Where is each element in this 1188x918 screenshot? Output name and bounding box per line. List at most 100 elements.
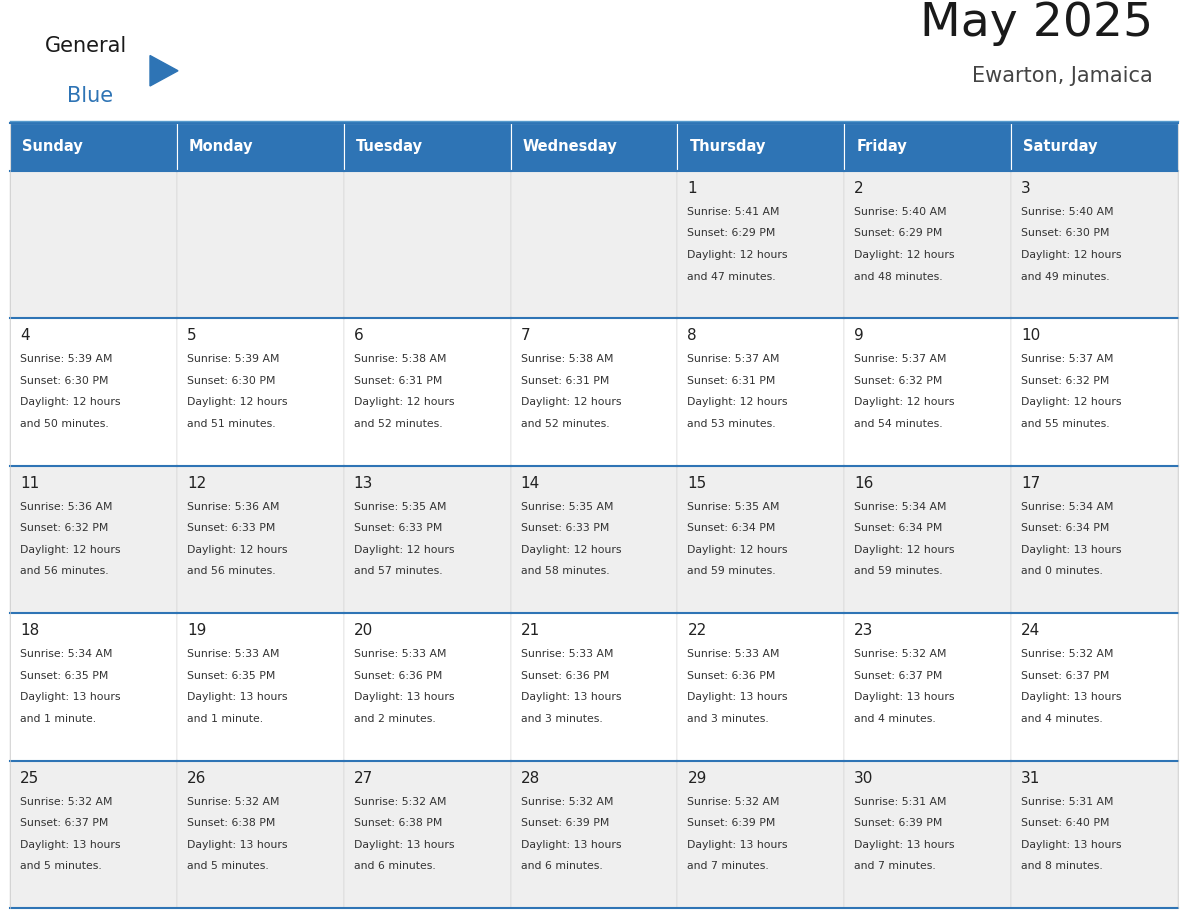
Text: Sunrise: 5:36 AM: Sunrise: 5:36 AM	[187, 502, 279, 512]
Text: Sunrise: 5:37 AM: Sunrise: 5:37 AM	[688, 354, 781, 364]
Bar	[10, 465, 177, 613]
Text: Sunset: 6:30 PM: Sunset: 6:30 PM	[20, 375, 108, 386]
Text: 29: 29	[688, 770, 707, 786]
Text: Sunset: 6:36 PM: Sunset: 6:36 PM	[688, 671, 776, 681]
Text: and 1 minute.: and 1 minute.	[20, 713, 96, 723]
Text: Daylight: 13 hours: Daylight: 13 hours	[1022, 544, 1121, 554]
Text: 2: 2	[854, 181, 864, 196]
Bar	[845, 123, 1011, 171]
Bar	[677, 319, 845, 465]
Text: Sunrise: 5:40 AM: Sunrise: 5:40 AM	[854, 207, 947, 217]
Bar	[343, 761, 511, 908]
Text: 31: 31	[1022, 770, 1041, 786]
Bar	[10, 613, 177, 761]
Text: 14: 14	[520, 476, 539, 491]
Text: and 8 minutes.: and 8 minutes.	[1022, 861, 1102, 871]
Bar	[677, 171, 845, 319]
Bar	[1011, 123, 1178, 171]
Text: Sunrise: 5:35 AM: Sunrise: 5:35 AM	[354, 502, 447, 512]
Bar	[177, 123, 343, 171]
Text: Sunrise: 5:34 AM: Sunrise: 5:34 AM	[20, 649, 113, 659]
Bar	[343, 613, 511, 761]
Bar	[177, 613, 343, 761]
Text: 11: 11	[20, 476, 39, 491]
Text: Daylight: 13 hours: Daylight: 13 hours	[1022, 692, 1121, 702]
Text: and 59 minutes.: and 59 minutes.	[854, 566, 943, 577]
Text: 24: 24	[1022, 623, 1041, 638]
Text: Sunrise: 5:33 AM: Sunrise: 5:33 AM	[187, 649, 279, 659]
Text: Sunrise: 5:41 AM: Sunrise: 5:41 AM	[688, 207, 781, 217]
Text: and 58 minutes.: and 58 minutes.	[520, 566, 609, 577]
Bar	[677, 123, 845, 171]
Bar	[343, 319, 511, 465]
Text: 16: 16	[854, 476, 873, 491]
Text: Daylight: 12 hours: Daylight: 12 hours	[688, 397, 788, 408]
Text: and 5 minutes.: and 5 minutes.	[187, 861, 268, 871]
Text: Daylight: 12 hours: Daylight: 12 hours	[1022, 397, 1121, 408]
Text: Sunset: 6:33 PM: Sunset: 6:33 PM	[187, 523, 276, 533]
Text: Sunrise: 5:38 AM: Sunrise: 5:38 AM	[520, 354, 613, 364]
Text: and 3 minutes.: and 3 minutes.	[688, 713, 769, 723]
Text: and 47 minutes.: and 47 minutes.	[688, 272, 776, 282]
Text: Sunrise: 5:36 AM: Sunrise: 5:36 AM	[20, 502, 113, 512]
Text: Sunrise: 5:38 AM: Sunrise: 5:38 AM	[354, 354, 447, 364]
Text: Sunset: 6:35 PM: Sunset: 6:35 PM	[187, 671, 276, 681]
Text: and 4 minutes.: and 4 minutes.	[1022, 713, 1102, 723]
Text: Thursday: Thursday	[689, 140, 766, 154]
Text: Sunday: Sunday	[23, 140, 83, 154]
Bar	[10, 319, 177, 465]
Text: Sunrise: 5:37 AM: Sunrise: 5:37 AM	[854, 354, 947, 364]
Text: 26: 26	[187, 770, 207, 786]
Text: Sunset: 6:35 PM: Sunset: 6:35 PM	[20, 671, 108, 681]
Text: Daylight: 13 hours: Daylight: 13 hours	[20, 692, 120, 702]
Text: Sunset: 6:34 PM: Sunset: 6:34 PM	[688, 523, 776, 533]
Text: Sunset: 6:36 PM: Sunset: 6:36 PM	[354, 671, 442, 681]
Text: May 2025: May 2025	[920, 1, 1154, 46]
Bar	[1011, 613, 1178, 761]
Bar	[845, 761, 1011, 908]
Text: Daylight: 12 hours: Daylight: 12 hours	[187, 544, 287, 554]
Text: Daylight: 12 hours: Daylight: 12 hours	[354, 397, 454, 408]
Text: and 54 minutes.: and 54 minutes.	[854, 419, 943, 429]
Text: 27: 27	[354, 770, 373, 786]
Bar	[343, 465, 511, 613]
Text: Sunset: 6:39 PM: Sunset: 6:39 PM	[854, 818, 942, 828]
Text: Monday: Monday	[189, 140, 253, 154]
Text: Sunset: 6:31 PM: Sunset: 6:31 PM	[520, 375, 609, 386]
Text: 17: 17	[1022, 476, 1041, 491]
Text: Friday: Friday	[857, 140, 906, 154]
Text: 1: 1	[688, 181, 697, 196]
Text: and 57 minutes.: and 57 minutes.	[354, 566, 442, 577]
Text: and 7 minutes.: and 7 minutes.	[854, 861, 936, 871]
Text: 13: 13	[354, 476, 373, 491]
Text: Sunrise: 5:32 AM: Sunrise: 5:32 AM	[688, 797, 781, 807]
Text: 7: 7	[520, 329, 530, 343]
Text: and 6 minutes.: and 6 minutes.	[354, 861, 436, 871]
Text: 30: 30	[854, 770, 873, 786]
Text: Sunset: 6:31 PM: Sunset: 6:31 PM	[688, 375, 776, 386]
Bar	[677, 761, 845, 908]
Text: Sunset: 6:39 PM: Sunset: 6:39 PM	[520, 818, 609, 828]
Polygon shape	[150, 55, 178, 86]
Bar	[10, 171, 177, 319]
Text: 8: 8	[688, 329, 697, 343]
Text: and 59 minutes.: and 59 minutes.	[688, 566, 776, 577]
Bar	[177, 171, 343, 319]
Text: 4: 4	[20, 329, 30, 343]
Text: 28: 28	[520, 770, 539, 786]
Text: and 49 minutes.: and 49 minutes.	[1022, 272, 1110, 282]
Text: Sunset: 6:29 PM: Sunset: 6:29 PM	[688, 229, 776, 239]
Bar	[1011, 171, 1178, 319]
Text: Sunrise: 5:37 AM: Sunrise: 5:37 AM	[1022, 354, 1113, 364]
Text: Daylight: 12 hours: Daylight: 12 hours	[520, 544, 621, 554]
Text: Sunset: 6:32 PM: Sunset: 6:32 PM	[854, 375, 942, 386]
Text: Sunset: 6:37 PM: Sunset: 6:37 PM	[854, 671, 942, 681]
Text: Daylight: 12 hours: Daylight: 12 hours	[854, 250, 955, 260]
Bar	[177, 761, 343, 908]
Text: Daylight: 13 hours: Daylight: 13 hours	[20, 840, 120, 849]
Text: 5: 5	[187, 329, 196, 343]
Bar	[677, 613, 845, 761]
Text: Daylight: 13 hours: Daylight: 13 hours	[688, 840, 788, 849]
Text: Daylight: 12 hours: Daylight: 12 hours	[688, 544, 788, 554]
Text: Sunrise: 5:32 AM: Sunrise: 5:32 AM	[520, 797, 613, 807]
